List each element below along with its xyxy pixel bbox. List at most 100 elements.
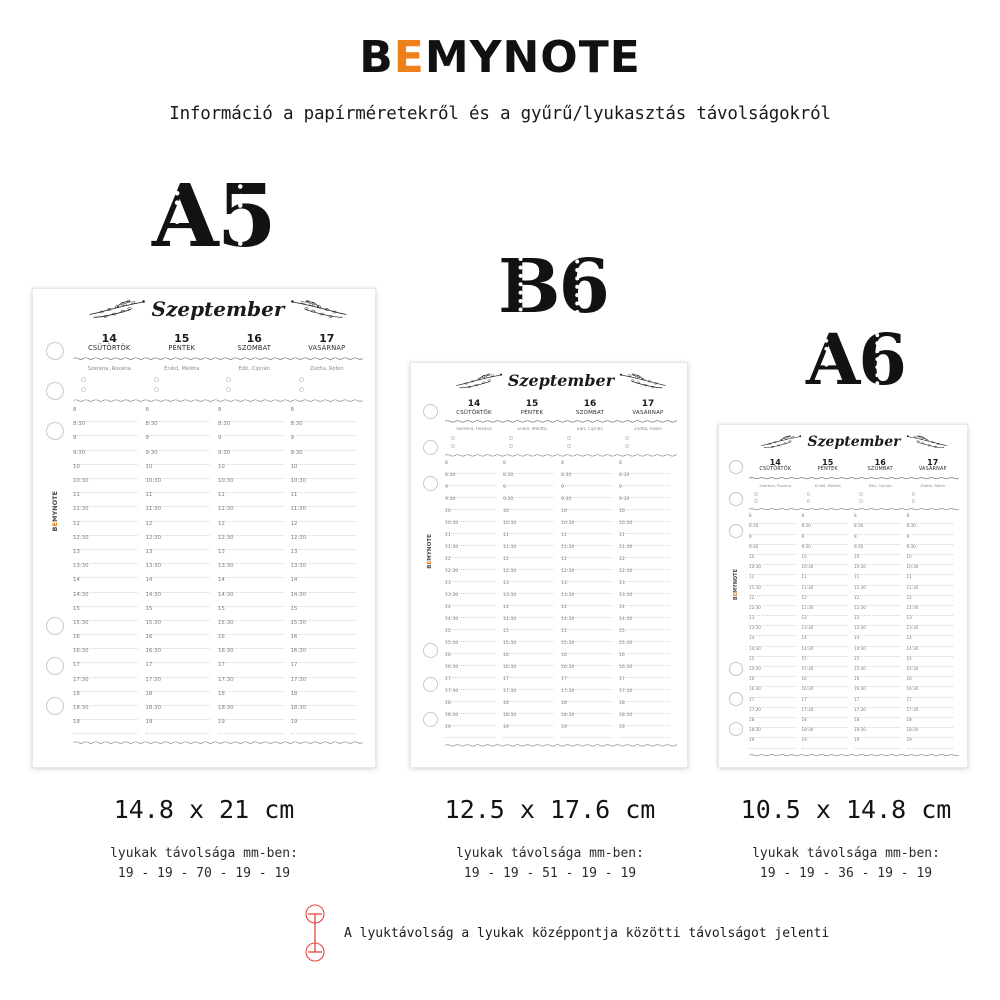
time-slot[interactable]: 12:30 [561,570,612,583]
time-slot[interactable]: 11 [445,534,496,547]
time-slot[interactable]: 12 [290,521,355,536]
time-slot[interactable]: 8 [854,514,901,525]
todo-checkbox[interactable] [509,444,514,449]
todo-cell[interactable] [291,386,364,392]
time-slot[interactable]: 14 [290,577,355,593]
time-slot[interactable]: 8:30 [906,524,953,535]
time-slot[interactable]: 14 [906,636,953,647]
time-slot[interactable]: 8 [561,462,612,475]
time-slot[interactable]: 12 [218,521,283,536]
time-slot[interactable]: 13 [218,549,283,565]
time-slot[interactable]: 11:30 [619,546,670,559]
time-slot[interactable]: 13:30 [290,563,355,579]
todo-checkbox[interactable] [81,376,86,382]
time-slot[interactable]: 13 [854,615,901,627]
time-slot[interactable]: 15 [619,630,670,643]
time-slot[interactable]: 14:30 [561,618,612,631]
time-slot[interactable]: 18 [145,691,210,706]
time-slot[interactable]: 14:30 [906,646,953,657]
time-slot[interactable]: 8 [503,462,554,475]
time-slot[interactable]: 17 [290,663,355,678]
time-slot[interactable]: 10:30 [145,478,210,494]
time-slot[interactable]: 14 [619,606,670,619]
time-slot[interactable]: 14:30 [503,618,554,631]
time-slot[interactable]: 9 [145,436,210,451]
time-slot[interactable]: 18:30 [749,728,796,739]
time-slot[interactable]: 9:30 [218,450,283,465]
todo-checkbox[interactable] [451,436,456,441]
time-slot[interactable]: 14 [445,606,496,619]
time-slot[interactable]: 15:30 [503,642,554,655]
time-slot[interactable]: 8 [906,514,953,525]
time-slot[interactable]: 18:30 [445,714,496,727]
time-slot[interactable]: 18:30 [561,714,612,727]
time-slot[interactable]: 16 [854,677,901,688]
time-slot[interactable]: 18 [854,717,901,729]
time-slot[interactable]: 15:30 [290,620,355,636]
time-slot[interactable]: 9 [749,534,796,545]
time-slot[interactable]: 19 [73,719,138,735]
time-slot[interactable]: 13:30 [145,563,210,579]
time-slot[interactable]: 17:30 [854,707,901,718]
todo-cell[interactable] [73,386,146,392]
time-slot[interactable]: 11 [801,575,848,586]
todo-cell[interactable] [561,444,619,449]
todo-checkbox[interactable] [806,491,811,496]
todo-cell[interactable] [218,386,291,392]
time-slot[interactable]: 15 [749,656,796,667]
time-slot[interactable]: 9:30 [290,450,355,465]
todo-checkbox[interactable] [298,386,304,392]
time-slot[interactable]: 19 [561,726,612,739]
time-slot[interactable]: 11 [503,534,554,547]
time-slot[interactable]: 16 [906,677,953,688]
time-slot[interactable]: 15:30 [906,666,953,678]
time-slot[interactable]: 9:30 [503,498,554,511]
time-slot[interactable]: 15:30 [218,620,283,636]
time-slot[interactable]: 12 [73,521,138,536]
time-slot[interactable]: 16:30 [801,687,848,698]
time-slot[interactable]: 15 [906,656,953,667]
time-slot[interactable]: 11:30 [749,585,796,596]
time-slot[interactable]: 12 [854,595,901,606]
todo-cell[interactable] [218,376,291,382]
time-slot[interactable]: 14 [561,606,612,619]
time-slot[interactable]: 19 [445,726,496,739]
time-slot[interactable]: 14 [73,577,138,593]
time-slot[interactable]: 10:30 [854,565,901,576]
time-slot[interactable]: 16:30 [619,666,670,679]
time-slot[interactable]: 9 [561,486,612,499]
time-slot[interactable]: 11 [906,575,953,586]
time-slot[interactable]: 17 [503,678,554,691]
time-slot[interactable]: 13:30 [503,594,554,607]
time-slot[interactable]: 17 [619,678,670,691]
todo-cell[interactable] [619,444,677,449]
time-slot[interactable]: 13 [906,615,953,627]
time-slot[interactable]: 10:30 [218,478,283,494]
time-slot[interactable]: 16:30 [854,687,901,698]
paper-sheet-a6[interactable]: BEMYNOTE Szeptember 14 CSÜTÖRTÖK 15 PÉNTEK 16 S… [718,424,968,768]
time-slot[interactable]: 10:30 [906,565,953,576]
todo-checkbox[interactable] [451,444,456,449]
todo-cell[interactable] [619,436,677,441]
time-slot[interactable]: 19 [749,738,796,749]
time-slot[interactable]: 13 [290,549,355,565]
time-slot[interactable]: 10:30 [801,565,848,576]
time-slot[interactable]: 9 [445,486,496,499]
time-slot[interactable]: 19 [801,738,848,749]
time-slot[interactable]: 8:30 [218,421,283,437]
todo-checkbox[interactable] [754,491,758,496]
day-column-header[interactable]: 17 VASÁRNAP [619,399,677,416]
time-slot[interactable]: 14 [145,577,210,593]
todo-checkbox[interactable] [153,386,159,392]
time-slot[interactable]: 17 [801,697,848,708]
time-slot[interactable]: 13 [73,549,138,565]
time-slot[interactable]: 16 [561,654,612,667]
time-slot[interactable]: 15:30 [749,666,796,678]
todo-cell[interactable] [749,491,802,496]
day-column-header[interactable]: 15 PÉNTEK [802,458,855,473]
todo-checkbox[interactable] [567,436,572,441]
time-slot[interactable]: 18 [73,691,138,706]
time-slot[interactable]: 15 [145,606,210,621]
time-slot[interactable]: 9 [854,534,901,545]
time-slot[interactable]: 10:30 [445,522,496,535]
